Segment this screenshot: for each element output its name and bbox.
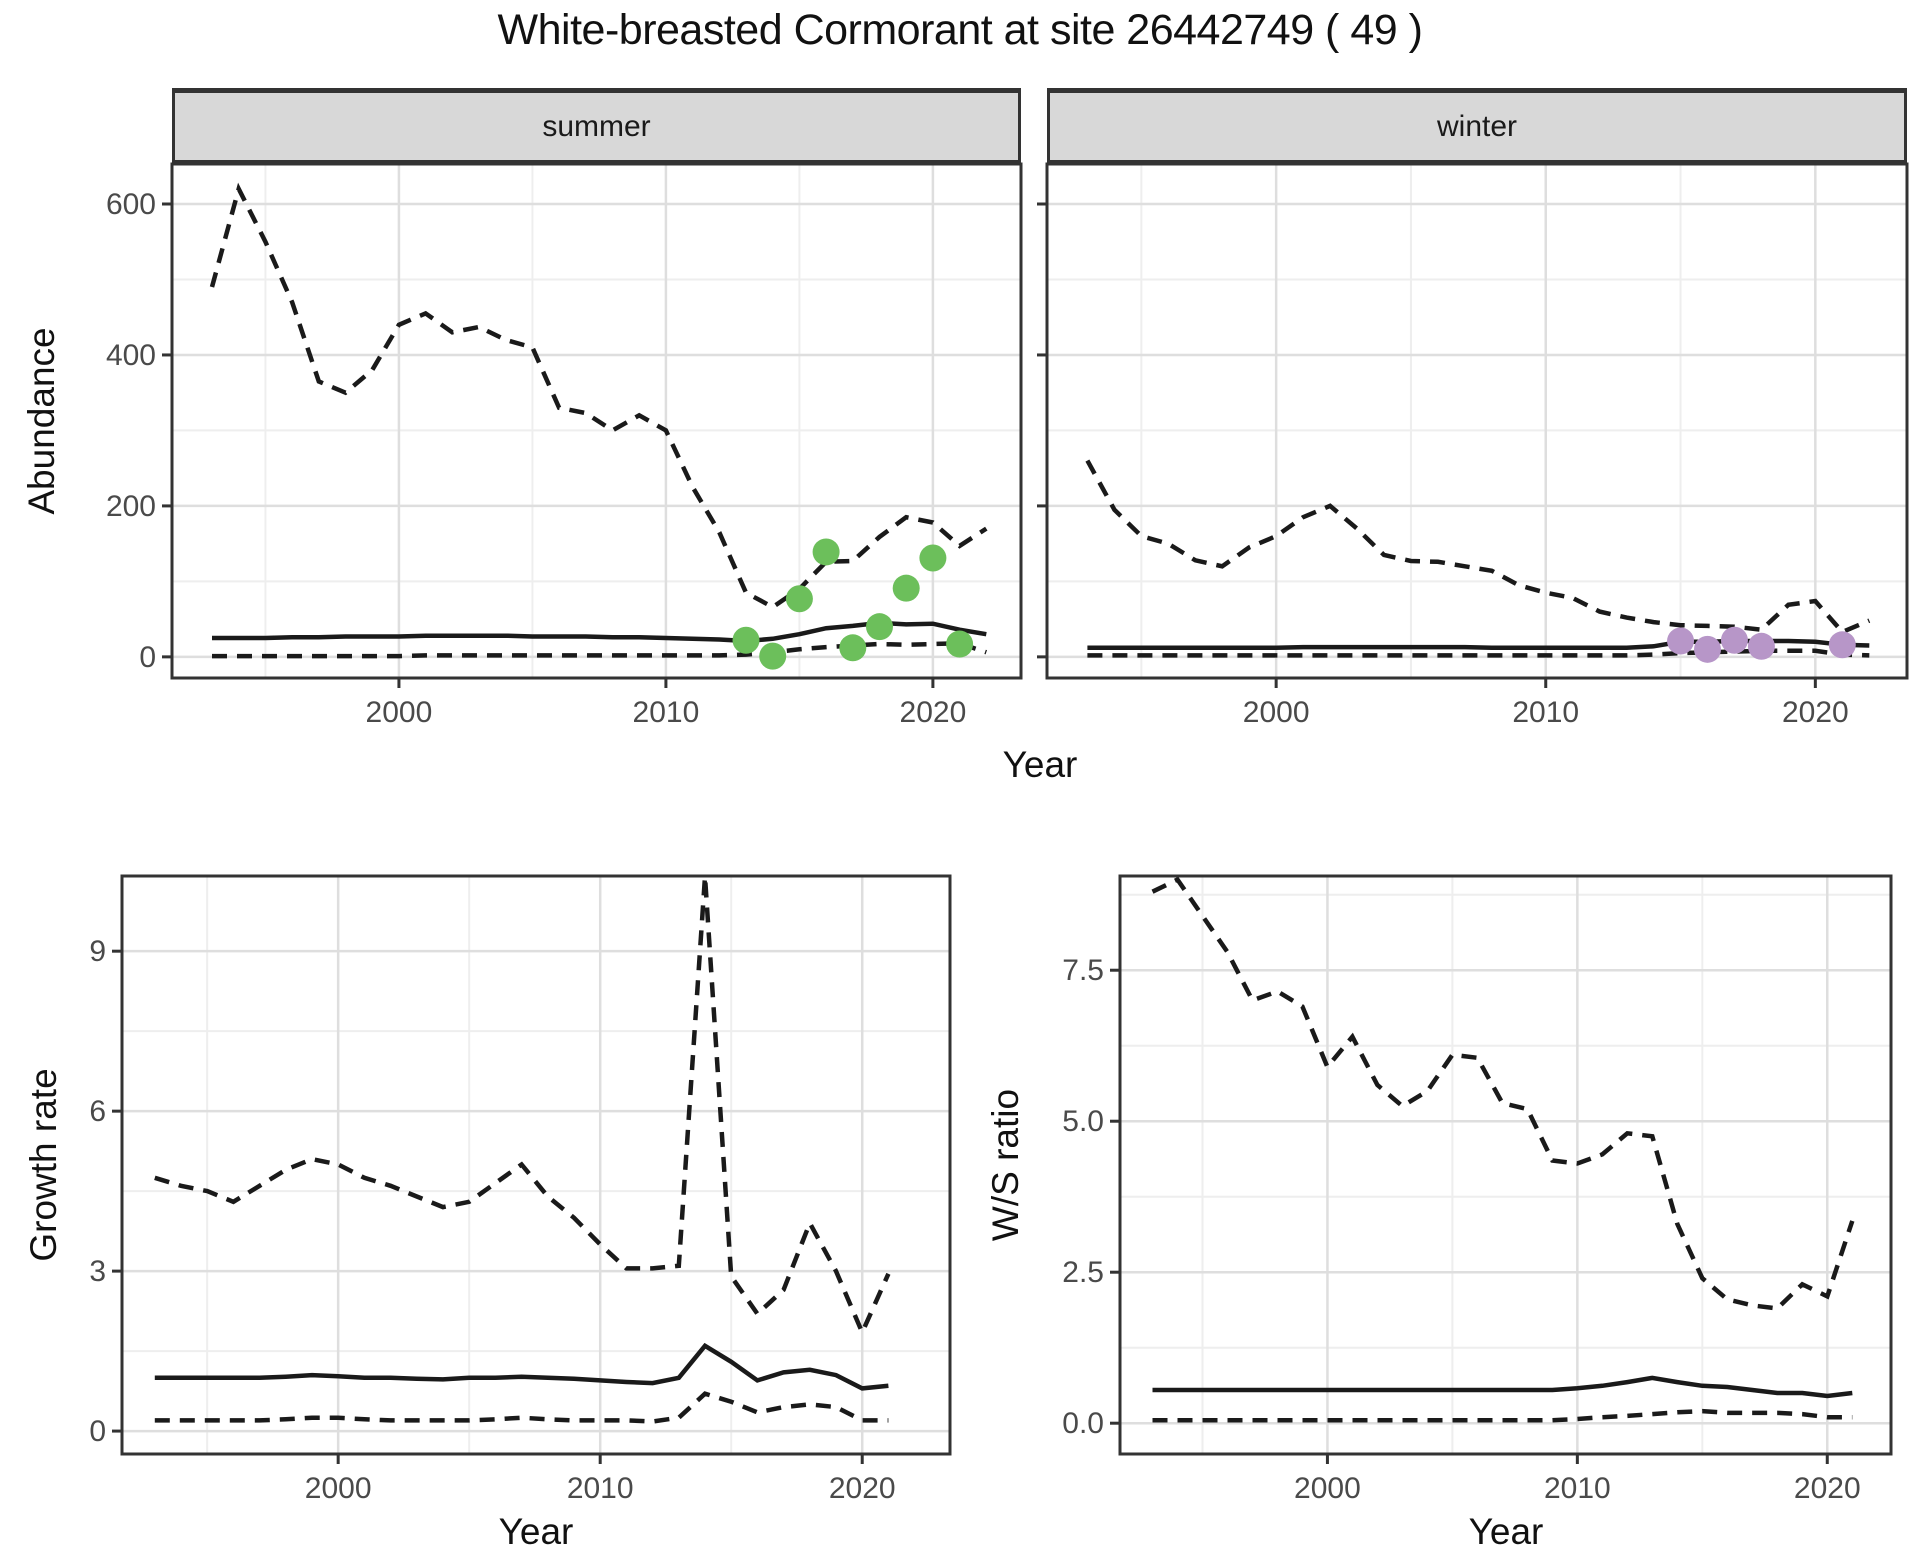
- observation-point: [919, 544, 947, 572]
- panel-border: [1045, 162, 1909, 680]
- observation-point: [1828, 631, 1856, 659]
- facet-strip-winter: winter: [1047, 88, 1907, 164]
- y-tick-label: 6: [89, 1095, 106, 1128]
- observation-point: [759, 642, 787, 670]
- facet-strip-summer-label: summer: [542, 109, 651, 143]
- panel-border: [120, 874, 952, 1456]
- x-tick-label: 2000: [1243, 696, 1310, 729]
- panel-border: [170, 162, 1023, 680]
- x-tick-label: 2010: [633, 696, 700, 729]
- observation-point: [1667, 627, 1695, 655]
- y-tick-label: 9: [89, 935, 106, 968]
- x-tick-label: 2020: [829, 1472, 896, 1505]
- y-tick-label: 0: [139, 641, 156, 674]
- observation-point: [732, 626, 760, 654]
- y-tick-label: 200: [106, 490, 156, 523]
- y-tick-label: 2.5: [1062, 1256, 1104, 1289]
- observation-point: [785, 585, 813, 613]
- x-tick-label: 2020: [900, 696, 967, 729]
- observation-point: [946, 630, 974, 658]
- observation-point: [1694, 635, 1722, 663]
- observation-point: [1747, 632, 1775, 660]
- x-axis-title-year-top: Year: [1002, 744, 1078, 785]
- x-tick-label: 2020: [1782, 696, 1849, 729]
- y-tick-label: 5.0: [1062, 1105, 1104, 1138]
- observation-point: [892, 574, 920, 602]
- series-lower95: [1152, 1408, 1853, 1423]
- x-tick-label: 2000: [1294, 1472, 1361, 1505]
- x-tick-label: 2010: [1544, 1472, 1611, 1505]
- y-tick-label: 400: [106, 339, 156, 372]
- series-upper95: [1151, 876, 1855, 1311]
- panel-background: [1047, 164, 1907, 678]
- panel-abundance_summer: 2000 2010 2020 0 200 400 600: [106, 162, 1023, 729]
- panel-background: [122, 876, 950, 1454]
- page-title: White-breasted Cormorant at site 2644274…: [497, 6, 1423, 54]
- panel-background: [1120, 876, 1891, 1454]
- observation-point: [812, 538, 840, 566]
- x-tick-label: 2000: [305, 1472, 372, 1505]
- x-tick-label: 2010: [567, 1472, 634, 1505]
- x-tick-label: 2000: [366, 696, 433, 729]
- observation-point: [1720, 626, 1748, 654]
- y-tick-label: 600: [106, 188, 156, 221]
- y-tick-label: 0: [89, 1415, 106, 1448]
- y-tick-label: 3: [89, 1255, 106, 1288]
- observation-point: [839, 634, 867, 662]
- series-upper95: [209, 182, 988, 610]
- x-tick-label: 2020: [1794, 1472, 1861, 1505]
- facet-strip-summer: summer: [172, 88, 1021, 164]
- y-tick-label: 0.0: [1062, 1407, 1104, 1440]
- series-upper95: [154, 876, 891, 1339]
- panel-border: [1118, 874, 1893, 1456]
- y-tick-label: 7.5: [1062, 954, 1104, 987]
- x-tick-label: 2010: [1512, 696, 1579, 729]
- series-upper95: [1085, 459, 1871, 635]
- x-axis-title-year-ws: Year: [1468, 1511, 1544, 1552]
- series-median: [1152, 1375, 1853, 1399]
- facet-strip-winter-label: winter: [1436, 109, 1518, 143]
- series-median: [154, 1342, 889, 1391]
- series-lower95: [212, 641, 988, 659]
- x-axis-title-year-growth: Year: [498, 1511, 574, 1552]
- panel-abundance_winter: 2000 2010 2020: [1037, 162, 1909, 729]
- observation-point: [866, 613, 893, 641]
- series-median: [212, 620, 987, 644]
- panel-growth_rate: 2000 2010 2020 0 3 6 9: [89, 874, 952, 1505]
- panel-ws_ratio: 2000 2010 2020 0.0 2.5 5.0 7.5: [1062, 874, 1893, 1505]
